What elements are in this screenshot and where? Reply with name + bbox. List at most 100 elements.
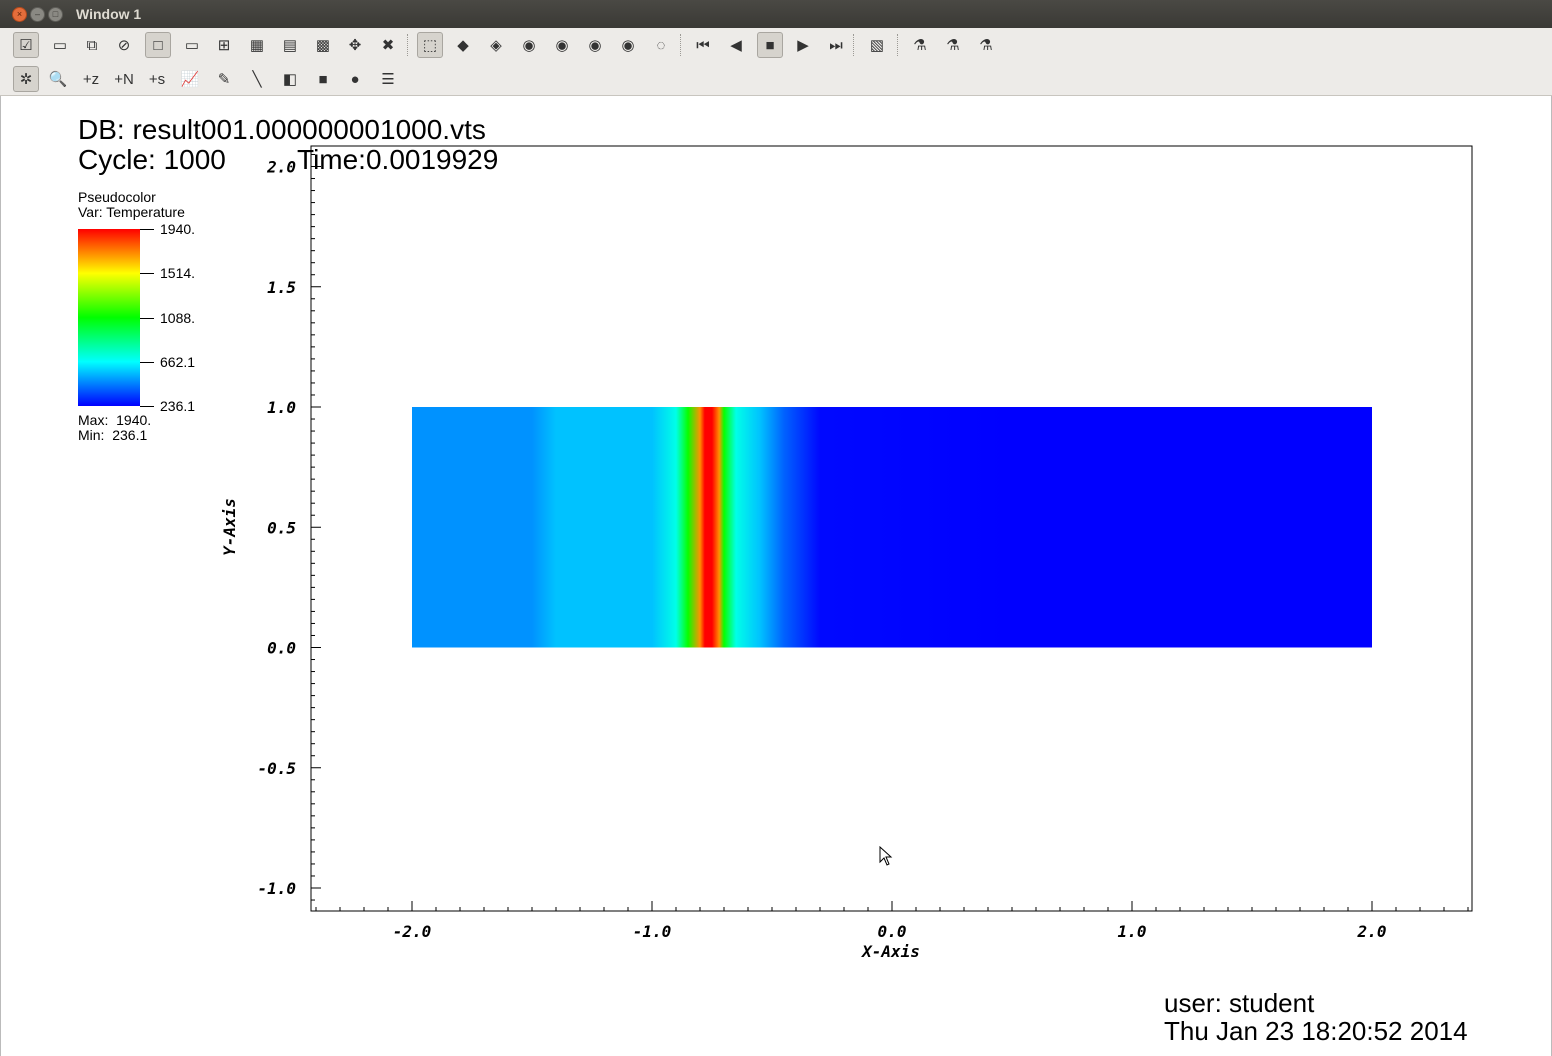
colorbar-tick-label: 1514. [160, 265, 196, 282]
step-forward-button[interactable]: ⏭ [823, 32, 849, 58]
active-window-icon: ☑ [19, 37, 33, 54]
layout-2x4-button[interactable]: ▤ [277, 32, 303, 58]
zoom-mode-button[interactable]: 🔍 [45, 66, 71, 92]
colorbar-tick-label: 236.1 [160, 398, 196, 414]
colorbar-tick-label: 1940. [160, 221, 196, 237]
layout-1x1-button[interactable]: □ [145, 32, 171, 58]
camera-5-icon: ◌ [656, 36, 666, 54]
sphere-tool-icon: ● [350, 70, 360, 88]
layout-3x3-icon: ▩ [315, 37, 331, 54]
lock-view-button[interactable]: ✥ [342, 32, 368, 58]
camera-2-button[interactable]: ◉ [549, 32, 575, 58]
window-minimize-button[interactable]: – [30, 7, 45, 22]
sphere-tool-button[interactable]: ● [342, 66, 368, 92]
legend-min: Min: 236.1 [78, 427, 148, 443]
zone-pick-icon: +z [82, 70, 100, 88]
plane-tool-button[interactable]: ◧ [277, 66, 303, 92]
colorbar-tick [140, 361, 154, 363]
curve-pick-icon: 📈 [180, 71, 200, 88]
cycle-label: Cycle: 1000 [78, 144, 226, 175]
layout-2x2-icon: ⊞ [217, 37, 231, 54]
pick-3-button[interactable]: ⚗ [973, 32, 999, 58]
annotation-button[interactable]: ▧ [864, 32, 890, 58]
view-1-icon: ◆ [457, 37, 469, 54]
layout-1x1-icon: □ [153, 36, 163, 54]
camera-5-button[interactable]: ◌ [648, 32, 674, 58]
mouse-cursor-icon [879, 845, 893, 871]
spreadsheet-pick-button[interactable]: +s [144, 66, 170, 92]
node-pick-icon: +N [114, 70, 134, 88]
lineout-icon: ╲ [252, 71, 262, 88]
stop-button[interactable]: ■ [757, 32, 783, 58]
step-forward-icon: ⏭ [829, 36, 843, 54]
delete-window-button[interactable]: ⊘ [111, 32, 137, 58]
colorbar-tick-label: 1088. [160, 309, 196, 326]
zoom-mode-icon: 🔍 [48, 71, 68, 88]
pick-1-icon: ⚗ [913, 37, 927, 54]
lock-time-button[interactable]: ✖ [375, 32, 401, 58]
camera-4-button[interactable]: ◉ [615, 32, 641, 58]
sliders-button[interactable]: ☰ [375, 66, 401, 92]
colorbar-tick [140, 229, 154, 230]
rewind-button[interactable]: ⏮ [690, 32, 716, 58]
node-pick-button[interactable]: +N [111, 66, 137, 92]
lock-time-icon: ✖ [381, 37, 395, 54]
view-2-icon: ◈ [490, 37, 502, 54]
toolbar-separator [897, 34, 900, 56]
layout-3x3-button[interactable]: ▩ [310, 32, 336, 58]
annotation-icon: ▧ [869, 37, 885, 54]
colorbar-tick-label: 662.1 [160, 353, 196, 370]
plane-tool-icon: ◧ [282, 71, 298, 88]
box-tool-icon: ■ [318, 70, 328, 88]
play-button[interactable]: ▶ [790, 32, 816, 58]
footer-user: user: student [1164, 988, 1315, 1018]
legend-plot-type: Pseudocolor [78, 189, 156, 205]
mode-toolbar: ✲ 🔍 +z +N +s 📈 ✎ ╲ ◧ ■ ● ☰ [0, 62, 1552, 96]
navigate-mode-icon: ✲ [19, 71, 33, 88]
camera-1-button[interactable]: ◉ [516, 32, 542, 58]
camera-2-icon: ◉ [555, 37, 569, 54]
box-tool-button[interactable]: ■ [310, 66, 336, 92]
new-window-button[interactable]: ▭ [47, 32, 73, 58]
zone-pick-button[interactable]: +z [78, 66, 104, 92]
clone-window-icon: ⧉ [86, 36, 98, 54]
toolbar-separator [853, 34, 856, 56]
legend-max: Max: 1940. [78, 412, 152, 428]
curve-pick-button[interactable]: 📈 [177, 66, 203, 92]
pick-1-button[interactable]: ⚗ [907, 32, 933, 58]
colorbar-tick [140, 317, 154, 319]
layout-1x2-button[interactable]: ▭ [179, 32, 205, 58]
navigate-mode-button[interactable]: ✲ [13, 66, 39, 92]
step-back-icon: ◀ [730, 37, 742, 54]
camera-1-icon: ◉ [522, 37, 536, 54]
active-window-button[interactable]: ☑ [13, 32, 39, 58]
play-icon: ▶ [797, 37, 809, 54]
layout-2x3-button[interactable]: ▦ [244, 32, 270, 58]
lineout-button[interactable]: ╲ [244, 66, 270, 92]
view-2-button[interactable]: ◈ [483, 32, 509, 58]
spreadsheet-pick-icon: +s [148, 70, 166, 88]
time-label: Time:0.0019929 [297, 144, 499, 175]
layout-2x3-icon: ▦ [249, 37, 265, 54]
new-window-icon: ▭ [52, 37, 68, 54]
line-pick-button[interactable]: ✎ [211, 66, 237, 92]
colorbar-tick [140, 273, 154, 275]
view-3d-button[interactable]: ⬚ [417, 32, 443, 58]
layout-2x2-button[interactable]: ⊞ [211, 32, 237, 58]
view-1-button[interactable]: ◆ [450, 32, 476, 58]
pick-3-icon: ⚗ [979, 37, 993, 54]
pick-2-button[interactable]: ⚗ [940, 32, 966, 58]
camera-4-icon: ◉ [621, 37, 635, 54]
layout-2x4-icon: ▤ [282, 37, 298, 54]
layout-1x2-icon: ▭ [184, 37, 200, 54]
window-maximize-button[interactable]: □ [48, 7, 63, 22]
window-titlebar: × – □ Window 1 [0, 0, 1552, 28]
visualization-window[interactable] [0, 96, 1552, 1056]
step-back-button[interactable]: ◀ [723, 32, 749, 58]
clone-window-button[interactable]: ⧉ [79, 32, 105, 58]
camera-3-button[interactable]: ◉ [582, 32, 608, 58]
legend-variable: Var: Temperature [78, 204, 185, 220]
footer-date: Thu Jan 23 18:20:52 2014 [1164, 1016, 1468, 1046]
stop-icon: ■ [765, 36, 775, 54]
window-close-button[interactable]: × [12, 7, 27, 22]
